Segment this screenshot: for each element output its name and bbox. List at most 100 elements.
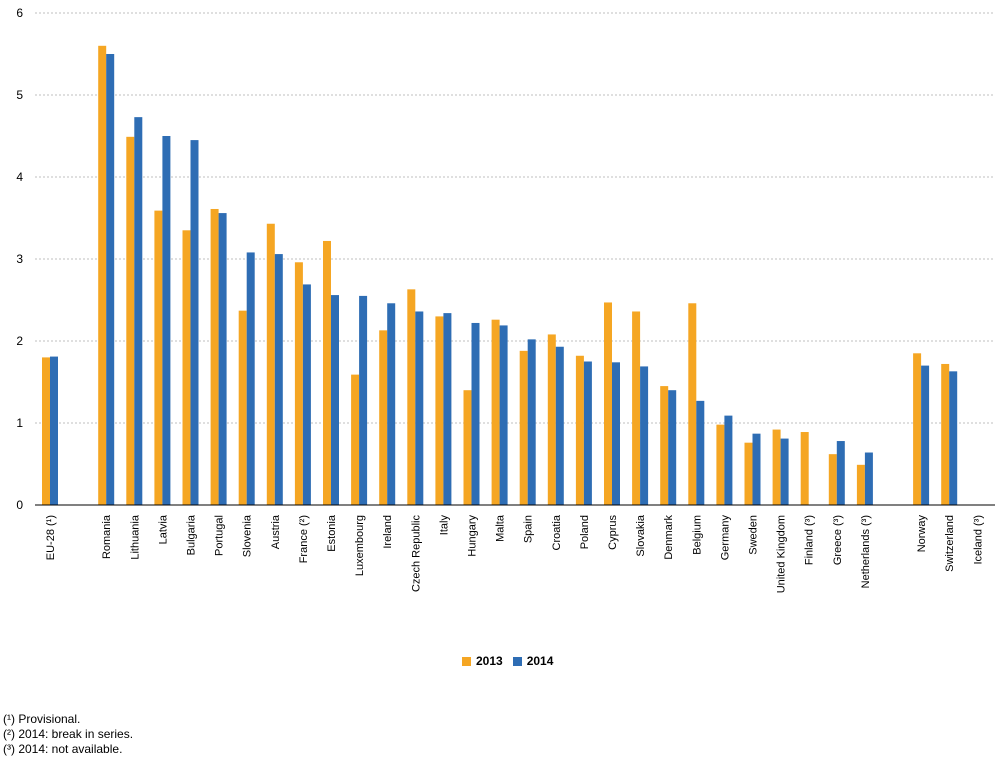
- x-tick-label: Latvia: [157, 514, 169, 544]
- x-tick-label: Slovakia: [635, 514, 647, 556]
- bar-2013: [266, 223, 275, 506]
- x-tick-label: Hungary: [467, 515, 479, 557]
- bar-2014: [640, 366, 649, 505]
- x-tick-label: Ireland: [382, 515, 394, 549]
- bar-2013: [856, 464, 865, 505]
- bar-2013: [800, 432, 809, 505]
- bar-2013: [351, 374, 360, 505]
- bar-2014: [190, 140, 199, 505]
- x-tick-label: Italy: [438, 515, 450, 536]
- bar-2013: [379, 330, 388, 505]
- bar-2013: [519, 350, 528, 505]
- x-tick-label: Switzerland: [944, 515, 956, 572]
- bar-2013: [238, 310, 247, 505]
- bar-2013: [913, 353, 922, 505]
- bars: [42, 45, 958, 506]
- bar-2014: [387, 303, 396, 505]
- bar-2014: [696, 400, 705, 505]
- bar-2013: [407, 289, 416, 505]
- bar-2014: [780, 438, 789, 505]
- x-tick-label: Estonia: [326, 514, 338, 552]
- gridlines: [35, 12, 995, 424]
- bar-2013: [604, 302, 612, 505]
- legend-label-2013: 2013: [476, 654, 503, 668]
- bar-2014: [359, 295, 368, 505]
- bar-2014: [668, 390, 677, 505]
- x-tick-label: Cyprus: [607, 515, 619, 550]
- x-axis: EU-28 (¹) Romania Lithuania Latvia Bulgaria P…: [35, 504, 995, 593]
- bar-2014: [415, 311, 424, 505]
- bar-2013: [98, 45, 107, 506]
- x-tick-label: Netherlands (³): [860, 515, 872, 588]
- x-tick-label: France (²): [298, 515, 310, 563]
- x-tick-label: Croatia: [551, 514, 563, 550]
- x-tick-label: Malta: [495, 514, 507, 542]
- footnote-2: (²) 2014: break in series.: [3, 727, 134, 741]
- bar-chart: 0 1 2 3 4 5 6 EU-28 (¹) Romania Lithuania Latvia B…: [16, 6, 995, 593]
- x-tick-label: Sweden: [748, 515, 760, 555]
- legend-item-2013: 2013: [462, 654, 503, 668]
- bar-2014: [499, 325, 508, 505]
- bar-2013: [744, 442, 753, 505]
- bar-2014: [134, 117, 143, 505]
- bar-2014: [949, 371, 958, 505]
- y-tick-label: 6: [16, 6, 23, 20]
- bar-2013: [660, 386, 669, 505]
- bar-2013: [126, 136, 135, 505]
- bar-2013: [716, 424, 725, 505]
- y-tick-label: 4: [16, 170, 23, 184]
- bar-2014: [274, 254, 283, 505]
- bar-2014: [583, 361, 592, 505]
- y-axis: 0 1 2 3 4 5 6: [16, 6, 23, 512]
- footnotes: (¹) Provisional. (²) 2014: break in seri…: [3, 712, 133, 757]
- bar-2014: [50, 356, 58, 505]
- x-tick-label: Iceland (³): [972, 515, 984, 565]
- x-tick-label: Lithuania: [129, 514, 141, 560]
- y-tick-label: 5: [16, 88, 23, 102]
- footnote-3: (³) 2014: not available.: [3, 742, 123, 756]
- bar-2013: [154, 210, 163, 505]
- bar-2013: [463, 390, 472, 505]
- bar-2014: [555, 346, 564, 505]
- bar-2014: [331, 295, 339, 505]
- x-tick-label: Portugal: [214, 515, 226, 556]
- x-tick-label: Bulgaria: [186, 514, 198, 555]
- x-tick-label: United Kingdom: [776, 515, 788, 593]
- y-tick-label: 3: [16, 252, 23, 266]
- x-tick-label: Austria: [270, 514, 282, 549]
- x-tick-label: Finland (³): [804, 515, 816, 565]
- bar-2014: [302, 284, 311, 505]
- bar-2013: [547, 334, 556, 505]
- bar-2014: [218, 213, 227, 505]
- bar-2014: [471, 322, 480, 505]
- bar-2013: [772, 429, 781, 505]
- footnote-1: (¹) Provisional.: [3, 712, 81, 726]
- bar-2014: [106, 54, 115, 505]
- bar-2013: [323, 240, 331, 505]
- bar-2014: [246, 252, 255, 505]
- bar-2013: [294, 262, 303, 505]
- x-tick-label: Belgium: [691, 515, 703, 555]
- legend-swatch-2014: [512, 656, 522, 666]
- bar-2013: [828, 454, 837, 505]
- bar-2014: [612, 362, 620, 505]
- bar-2013: [688, 303, 697, 505]
- bar-2014: [443, 313, 452, 505]
- bar-2014: [836, 441, 845, 505]
- bar-2013: [941, 363, 950, 505]
- x-tick-label: Slovenia: [242, 514, 254, 557]
- x-tick-label: Poland: [579, 515, 591, 549]
- legend-swatch-2013: [462, 656, 471, 666]
- bar-2014: [527, 339, 536, 505]
- bar-2014: [921, 365, 930, 505]
- x-tick-label: Greece (³): [832, 515, 844, 565]
- legend-label-2014: 2014: [526, 654, 554, 668]
- bar-2014: [752, 433, 761, 505]
- y-tick-label: 1: [16, 416, 23, 430]
- x-tick-label: Luxembourg: [354, 515, 366, 576]
- bar-2013: [210, 208, 219, 506]
- x-tick-label: EU-28 (¹): [45, 515, 57, 560]
- bar-2013: [575, 355, 584, 505]
- x-tick-label: Spain: [523, 515, 535, 543]
- y-tick-label: 0: [16, 498, 23, 512]
